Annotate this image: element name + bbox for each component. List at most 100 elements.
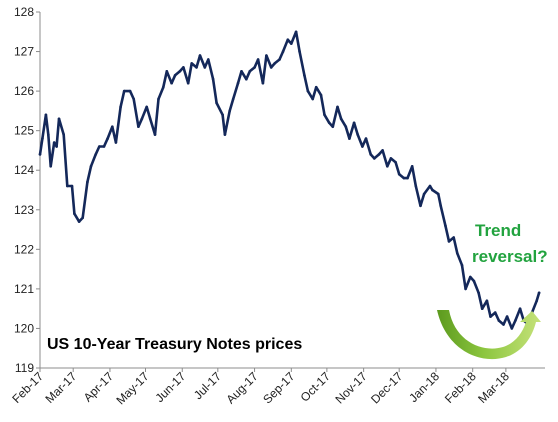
data-point [223,133,227,136]
y-tick-label: 123 [14,203,34,217]
data-point [240,70,243,73]
data-point [537,291,541,295]
data-point [437,192,440,196]
data-point [286,38,290,41]
data-point [211,77,215,81]
data-point [290,42,293,45]
data-point [278,58,281,61]
x-tick-label: Nov-17 [332,369,369,406]
data-point [323,113,326,117]
data-point [162,85,165,89]
data-point [102,145,106,148]
y-tick-label: 127 [14,45,34,59]
data-point [73,212,76,215]
data-point [394,161,397,164]
data-point [77,220,81,223]
series-layer [38,30,541,330]
data-point [303,74,306,77]
data-point [414,184,418,188]
data-point [356,133,360,136]
data-point [86,180,89,184]
x-tick-label: Mar-18 [475,369,512,406]
y-tick-label: 120 [14,321,34,335]
data-point [98,145,101,148]
data-point [38,153,42,156]
data-point [153,133,157,136]
data-point [327,121,331,125]
data-point [336,105,339,109]
data-point [173,74,177,77]
data-point [89,165,93,168]
data-point [456,252,459,255]
data-point [182,66,185,69]
data-point [311,97,315,101]
data-point [381,149,384,152]
data-point [373,157,376,160]
data-point [331,125,335,128]
data-point [122,89,126,93]
data-point [431,188,434,192]
data-point [106,137,109,140]
data-point [170,81,173,85]
data-point [145,105,148,109]
x-tick-label: Dec-17 [368,369,405,406]
data-point [505,315,509,318]
x-tick-label: Jul-17 [191,369,224,402]
y-tick-label: 119 [15,361,34,375]
data-point [518,307,522,311]
data-point [535,299,538,303]
data-point [344,125,348,128]
data-point [203,66,207,69]
data-point [361,145,364,148]
data-point [261,81,265,85]
data-point [111,125,114,128]
data-point [231,97,235,101]
data-point [81,216,84,219]
data-point [502,323,505,326]
data-point [228,109,231,113]
data-point [66,184,69,188]
data-point [186,81,190,85]
data-point [94,153,97,156]
series-line [38,30,541,330]
data-point [410,165,414,168]
y-tick-label: 125 [14,124,34,138]
x-tick-label: May-17 [113,369,151,407]
data-point [314,85,318,89]
data-point [369,153,373,156]
data-point [439,204,443,208]
data-point [472,279,476,283]
data-point [469,275,472,279]
data-point [190,62,193,65]
data-point [265,54,268,57]
data-point [178,70,182,73]
annotation-trend: Trend [475,221,521,240]
data-point [248,70,252,73]
data-point [49,165,52,168]
data-point [447,240,451,243]
data-point [273,62,277,65]
data-point [397,172,401,176]
data-point [319,93,323,97]
data-point [497,319,501,322]
data-point [493,311,497,314]
x-tick-label: Oct-17 [298,369,334,405]
data-point [444,224,447,227]
chart-title: US 10-Year Treasury Notes prices [47,336,302,353]
y-tick-label: 122 [14,242,34,256]
data-point [140,117,144,121]
data-point [256,58,260,61]
y-tick-label: 121 [14,282,34,296]
data-point [348,137,351,140]
x-tick-label: Jun-17 [153,369,189,405]
data-point [402,176,406,180]
data-point [41,137,44,140]
data-point [406,176,409,180]
data-point [489,315,492,318]
data-point [245,77,248,81]
data-point [422,192,426,196]
data-point [195,66,198,69]
data-point [477,291,480,295]
data-point [352,121,356,125]
